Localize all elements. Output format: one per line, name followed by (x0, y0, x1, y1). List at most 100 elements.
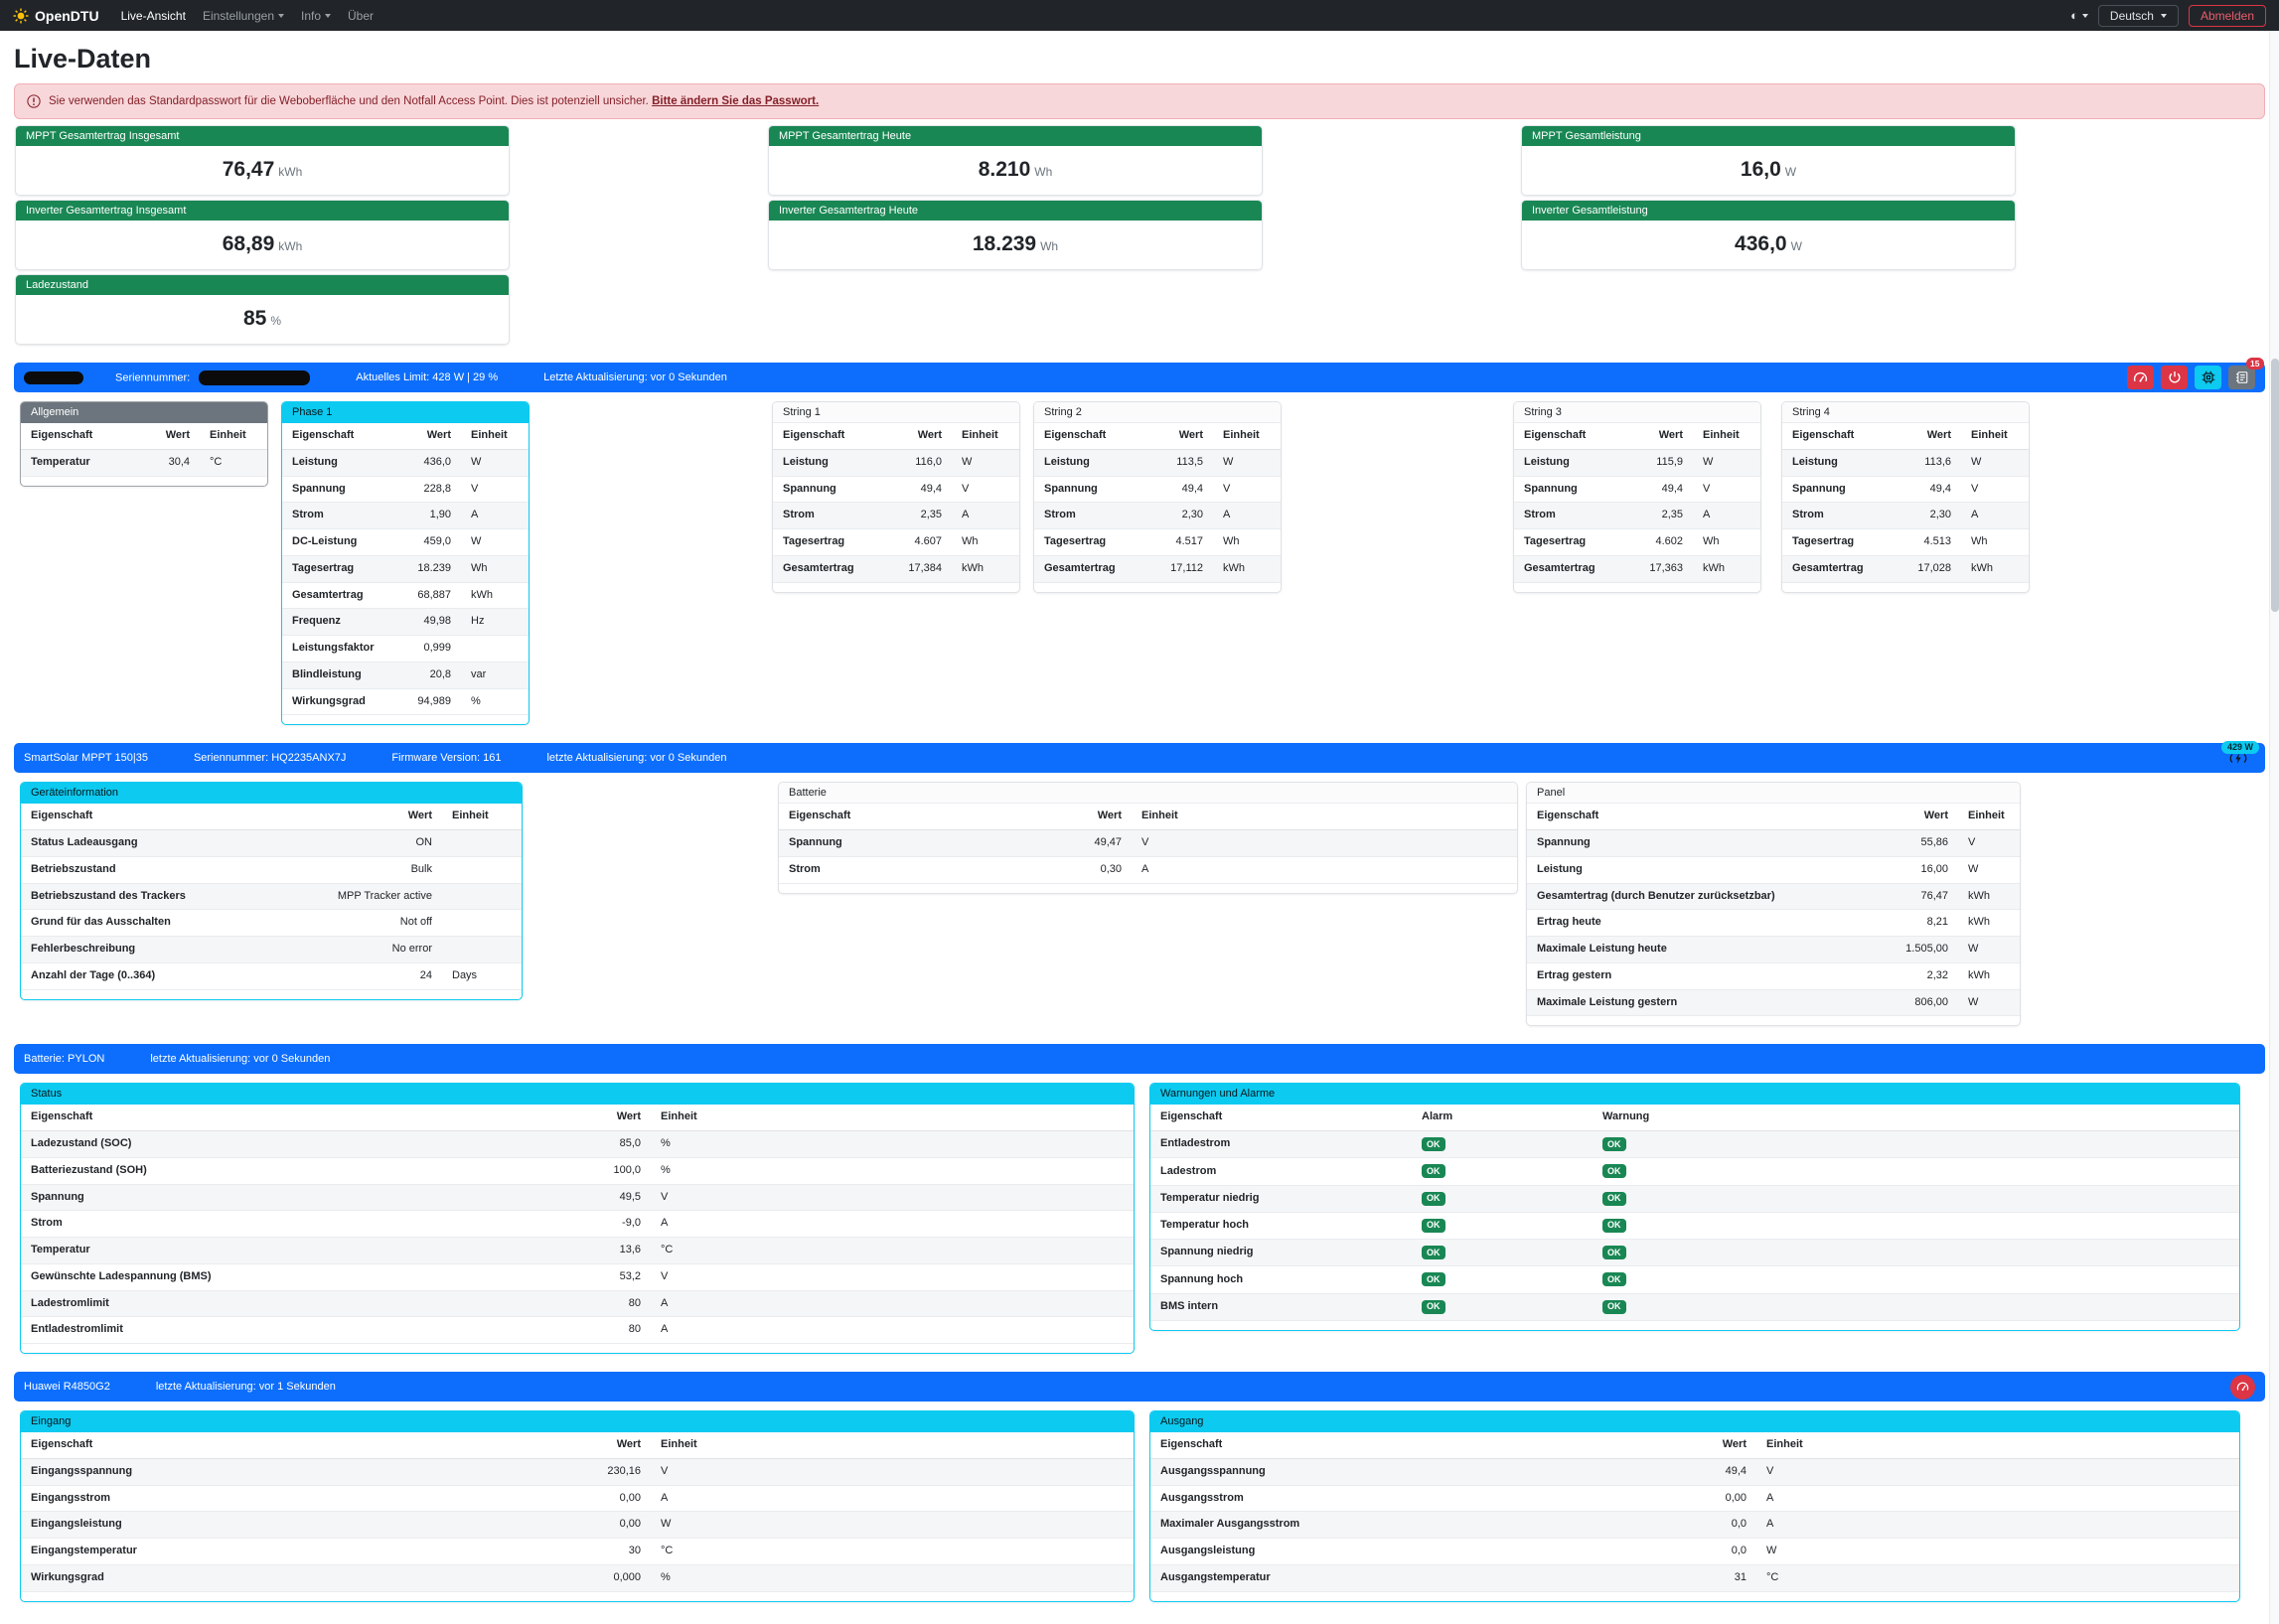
navbar: OpenDTU Live-Ansicht Einstellungen Info … (0, 0, 2279, 31)
redacted-inverter-name (24, 370, 83, 384)
card-title: String 3 (1514, 402, 1760, 423)
column-header: Einheit (1958, 804, 2020, 831)
property-value: 4.602 (1626, 528, 1693, 556)
property-value: 2,35 (885, 502, 952, 529)
power-toggle-button[interactable] (2161, 366, 2188, 389)
device-settings-button[interactable] (2195, 366, 2221, 389)
property-unit: Wh (952, 528, 1019, 556)
card-title: String 4 (1782, 402, 2029, 423)
nav-item-einstellungen[interactable]: Einstellungen (203, 9, 284, 23)
property-name: Frequenz (282, 608, 400, 636)
language-select[interactable]: Deutsch (2097, 4, 2179, 27)
property-name: Maximaler Ausgangsstrom (1150, 1511, 1625, 1539)
property-value: 17,028 (1895, 555, 1961, 583)
property-name: Strom (1034, 502, 1148, 529)
table-row: Temperatur 30,4 °C (21, 449, 267, 477)
event-log-button[interactable]: 15 (2228, 358, 2264, 389)
data-card-geraet: Geräteinformation Eigenschaft Wert Einheit S… (20, 782, 523, 1000)
property-name: Ausgangstemperatur (1150, 1564, 1625, 1592)
property-value: 0,000 (463, 1564, 651, 1592)
table-row: Strom 0,30 A (779, 856, 1517, 884)
property-unit: % (651, 1130, 1134, 1158)
table-row: Strom 2,30 A (1782, 502, 2029, 529)
column-header: Wert (1147, 423, 1213, 450)
logout-button[interactable]: Abmelden (2188, 4, 2266, 27)
property-value: 49,4 (885, 476, 952, 504)
column-header: Wert (885, 423, 952, 450)
change-password-link[interactable]: Bitte ändern Sie das Passwort. (652, 95, 820, 107)
property-name: Betriebszustand (21, 856, 276, 884)
property-value: 49,47 (1002, 829, 1132, 857)
property-unit: kWh (1958, 909, 2020, 937)
summary-card: MPPT Gesamtertrag Heute 8.210 Wh (768, 125, 1263, 196)
data-card-allgemein: Allgemein Eigenschaft Wert Einheit Temperatu… (20, 401, 268, 487)
property-name: Gesamtertrag (1034, 555, 1148, 583)
property-value: 4.607 (885, 528, 952, 556)
status-cell: OK (1412, 1130, 1593, 1159)
property-name: Ausgangsspannung (1150, 1458, 1625, 1486)
property-unit: W (651, 1511, 1134, 1539)
summary-card: MPPT Gesamtleistung 16,0 W (1521, 125, 2016, 196)
property-name: Eingangsstrom (21, 1485, 464, 1513)
table-row: Ausgangsleistung 0,0 W (1150, 1538, 2239, 1565)
property-value: 0,0 (1624, 1538, 1756, 1565)
property-value: 2,35 (1626, 502, 1693, 529)
properties-table: Eigenschaft Wert Einheit Ladezustand (SOC) 8… (21, 1105, 1134, 1344)
status-cell: OK (1412, 1293, 1593, 1321)
property-unit: W (952, 449, 1019, 477)
summary-card: Inverter Gesamtertrag Insgesamt 68,89 kWh (15, 200, 510, 270)
table-row: Leistung 116,0 W (773, 449, 1019, 477)
nav-item-live-ansicht[interactable]: Live-Ansicht (120, 8, 186, 23)
property-unit: W (461, 528, 529, 556)
theme-toggle-button[interactable]: ◐ (2070, 8, 2088, 23)
table-row: Temperatur niedrig OK OK (1150, 1185, 2239, 1213)
property-unit: kWh (1693, 555, 1760, 583)
limit-settings-button[interactable] (2127, 366, 2154, 389)
nav-item-ueber[interactable]: Über (348, 8, 375, 23)
properties-table: Eigenschaft Alarm Warnung Entladestrom OK OK L… (1150, 1105, 2239, 1321)
property-name: BMS intern (1150, 1293, 1412, 1321)
properties-table: Eigenschaft Wert Einheit Spannung 55,86 V Leis… (1527, 804, 2020, 1017)
table-row: Tagesertrag 4.513 Wh (1782, 528, 2029, 556)
property-unit: V (1756, 1458, 2239, 1486)
property-name: Strom (1782, 502, 1896, 529)
property-value: MPP Tracker active (275, 883, 442, 911)
app-brand[interactable]: OpenDTU (13, 8, 99, 24)
scrollbar-thumb[interactable] (2271, 359, 2279, 612)
property-unit: Wh (461, 555, 529, 583)
column-header: Eigenschaft (1034, 423, 1148, 450)
mppt-serial-text: Seriennummer: HQ2235ANX7J (193, 752, 347, 765)
property-value: 0,00 (463, 1511, 651, 1539)
property-name: Leistung (1782, 449, 1896, 477)
summary-unit: % (270, 314, 282, 328)
chevron-down-icon (2081, 13, 2088, 18)
status-cell: OK (1412, 1265, 1593, 1294)
table-header-row: Eigenschaft Wert Einheit (773, 423, 1019, 450)
summary-value: 85 (242, 307, 267, 330)
password-warning-alert: Sie verwenden das Standardpasswort für d… (14, 83, 2265, 119)
nav-item-info[interactable]: Info (301, 9, 332, 23)
table-row: Leistungsfaktor 0,999 (282, 635, 529, 663)
property-value: 115,9 (1626, 449, 1693, 477)
table-row: Grund für das Ausschalten Not off (21, 909, 522, 937)
property-unit: W (1693, 449, 1760, 477)
property-value: 113,6 (1895, 449, 1961, 477)
status-cell: OK (1412, 1185, 1593, 1213)
table-row: Leistung 436,0 W (282, 449, 529, 477)
property-value: 80 (530, 1316, 651, 1344)
charger-limit-button[interactable] (2230, 1374, 2255, 1400)
property-value: 8,21 (1874, 909, 1958, 937)
card-title: Panel (1527, 783, 2020, 805)
property-name: Spannung (773, 476, 886, 504)
mppt-title: SmartSolar MPPT 150|35 (24, 752, 148, 765)
data-card-eingang: Eingang Eigenschaft Wert Einheit Eingangsspa… (20, 1410, 1135, 1602)
table-row: Ladestromlimit 80 A (21, 1290, 1134, 1318)
property-name: Tagesertrag (282, 555, 400, 583)
summary-unit: W (1790, 239, 1802, 253)
card-title: Geräteinformation (21, 783, 522, 805)
scrollbar-track[interactable] (2269, 31, 2279, 1624)
status-cell: OK (1593, 1265, 2239, 1294)
sun-logo-icon (13, 8, 29, 24)
property-unit: °C (200, 449, 267, 477)
property-unit: A (651, 1210, 1134, 1238)
